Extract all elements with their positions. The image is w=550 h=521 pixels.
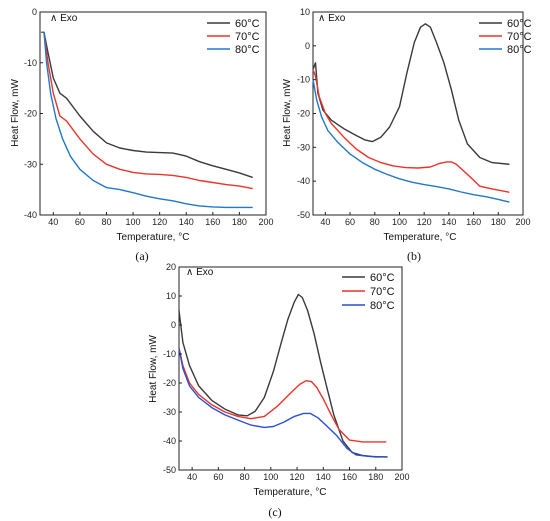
y-axis-title: Heat Flow, mW	[282, 79, 293, 147]
series-line-70	[41, 31, 253, 190]
tick-layer: 40 60 80 100 120 140 160 180 200 0 -10 -20 -30 -40	[24, 7, 274, 227]
y-tick-label: 20	[166, 262, 176, 272]
legend-label-80: 80°C	[370, 300, 395, 312]
x-tick-label: 100	[392, 217, 407, 227]
legend-label-70: 70°C	[235, 31, 260, 43]
x-tick-label: 180	[491, 217, 506, 227]
y-tick-label: 0	[305, 41, 310, 51]
y-tick-label: -50	[297, 210, 310, 220]
x-tick-label: 60	[75, 217, 85, 227]
x-tick-label: 120	[152, 217, 167, 227]
x-tick-label: 80	[240, 472, 250, 482]
y-axis-title: Heat Flow, mW	[148, 335, 159, 403]
x-axis-title: Temperature, °C	[254, 487, 327, 498]
x-tick-label: 180	[368, 472, 383, 482]
series-line-60	[312, 23, 510, 165]
x-tick-label: 100	[126, 217, 141, 227]
y-tick-label: 10	[300, 7, 310, 17]
y-tick-label: -20	[163, 378, 176, 388]
series-line-70	[312, 69, 510, 193]
y-tick-label: -40	[297, 176, 310, 186]
exo-arrow-icon: ∧	[318, 13, 328, 24]
series-layer	[41, 31, 253, 209]
x-tick-label: 80	[101, 217, 111, 227]
x-tick-label: 180	[232, 217, 247, 227]
x-tick-label: 140	[179, 217, 194, 227]
x-tick-label: 60	[345, 217, 355, 227]
panel-label: (b)	[407, 249, 421, 263]
y-tick-label: -10	[163, 349, 176, 359]
y-tick-label: -20	[24, 109, 37, 119]
tick-layer: 40 60 80 100 120 140 160 180 200100-10-20-30-40-…	[297, 7, 531, 227]
legend: 60°C 70°C 80°C	[479, 18, 532, 56]
y-tick-label: -10	[24, 58, 37, 68]
x-tick-label: 40	[48, 217, 58, 227]
series-line-60	[178, 293, 388, 458]
x-tick-label: 140	[316, 472, 331, 482]
chart-panel-b: 40 60 80 100 120 140 160 180 200100-10-20-30-40-…	[282, 7, 532, 263]
legend-label-60: 60°C	[507, 18, 532, 30]
x-tick-label: 200	[258, 217, 273, 227]
x-tick-label: 200	[394, 472, 409, 482]
series-line-80	[178, 348, 387, 458]
legend-label-60: 60°C	[370, 272, 395, 284]
y-tick-label: -30	[163, 407, 176, 417]
y-tick-label: -20	[297, 109, 310, 119]
x-axis-title: Temperature, °C	[384, 232, 457, 243]
series-layer	[312, 23, 510, 203]
x-tick-label: 140	[441, 217, 456, 227]
y-tick-label: 0	[32, 7, 37, 17]
x-tick-label: 120	[417, 217, 432, 227]
y-axis-title: Heat Flow, mW	[10, 79, 21, 147]
legend-label-70: 70°C	[507, 31, 532, 43]
x-tick-label: 80	[370, 217, 380, 227]
x-axis-title: Temperature, °C	[117, 232, 190, 243]
exo-arrow-icon: ∧	[50, 13, 60, 24]
x-tick-label: 120	[290, 472, 305, 482]
x-tick-label: 160	[466, 217, 481, 227]
series-line-80	[312, 79, 510, 203]
x-tick-label: 40	[187, 472, 197, 482]
series-line-80	[41, 31, 253, 209]
legend-label-80: 80°C	[235, 44, 260, 56]
y-tick-label: -40	[163, 436, 176, 446]
exo-annotation: ∧ Exo	[50, 13, 78, 24]
y-tick-label: 10	[166, 291, 176, 301]
chart-panel-c: 40 60 80 100 120 140 160 180 20020100-10-20-30-4…	[148, 262, 410, 519]
series-layer	[178, 293, 388, 458]
x-tick-label: 40	[320, 217, 330, 227]
series-line-70	[178, 348, 387, 443]
legend-label-60: 60°C	[235, 18, 260, 30]
y-tick-label: -30	[297, 142, 310, 152]
x-tick-label: 160	[205, 217, 220, 227]
x-tick-label: 200	[515, 217, 530, 227]
y-tick-label: -40	[24, 210, 37, 220]
x-tick-label: 60	[213, 472, 223, 482]
legend-label-70: 70°C	[370, 286, 395, 298]
y-tick-label: -10	[297, 75, 310, 85]
tick-layer: 40 60 80 100 120 140 160 180 20020100-10-20-30-4…	[163, 262, 410, 482]
exo-annotation: ∧ Exo	[186, 267, 214, 278]
x-tick-label: 160	[342, 472, 357, 482]
y-tick-label: -50	[163, 465, 176, 475]
panel-label: (c)	[268, 505, 281, 519]
exo-arrow-icon: ∧	[186, 267, 196, 278]
legend: 60°C 70°C 80°C	[207, 18, 260, 56]
y-tick-label: 0	[171, 320, 176, 330]
exo-annotation: ∧ Exo	[318, 13, 346, 24]
chart-panel-a: 40 60 80 100 120 140 160 180 200 0 -10 -20 -30 -40 ∧ …	[10, 7, 274, 263]
legend-label-80: 80°C	[507, 44, 532, 56]
x-tick-label: 100	[263, 472, 278, 482]
plot-frame	[178, 266, 403, 471]
plot-frame	[39, 11, 267, 216]
series-line-60	[41, 31, 253, 179]
plot-frame	[312, 11, 524, 216]
panel-label: (a)	[135, 249, 148, 263]
y-tick-label: -30	[24, 159, 37, 169]
legend: 60°C 70°C 80°C	[342, 272, 395, 312]
